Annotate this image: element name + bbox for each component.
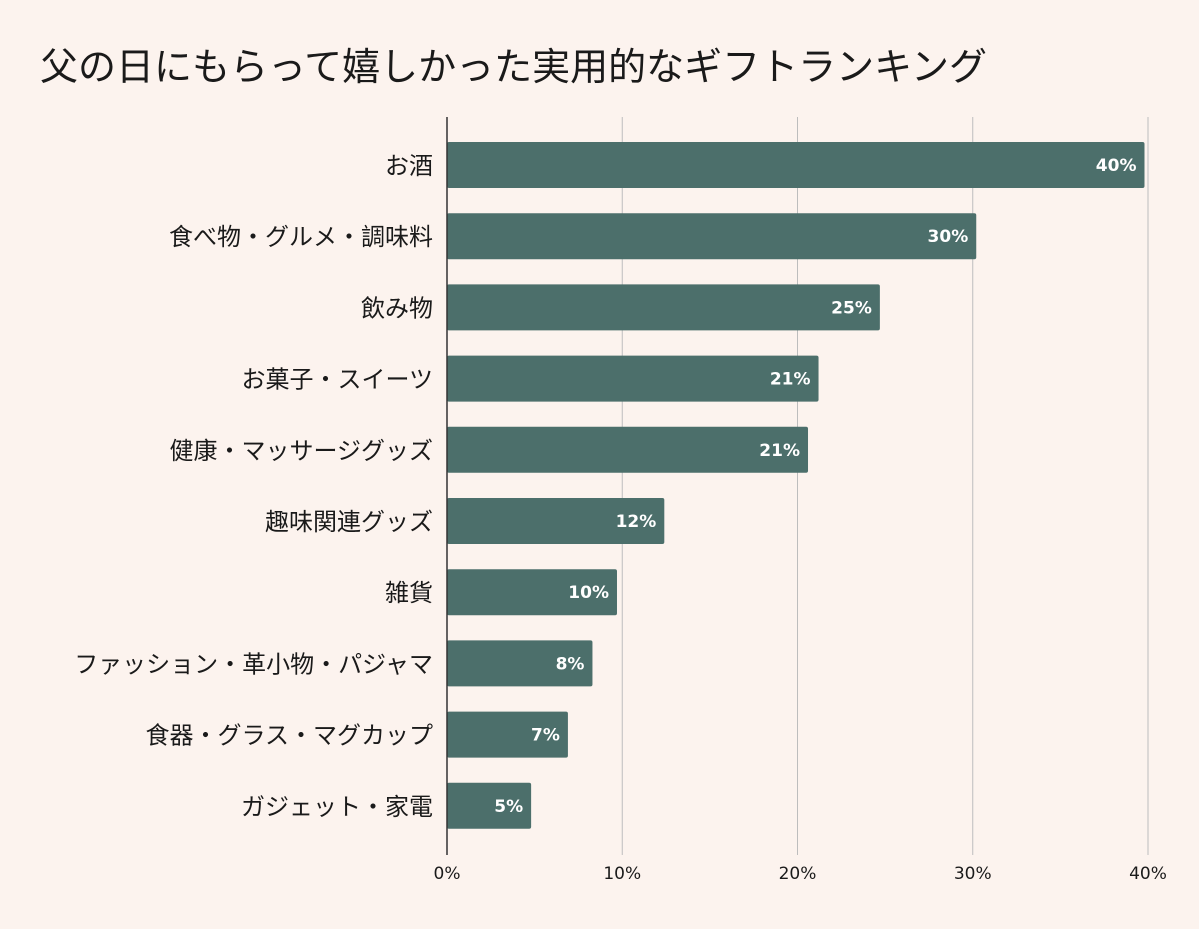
value-label: 21%: [770, 370, 811, 390]
category-label: 雑貨: [385, 579, 433, 607]
bar: [447, 355, 819, 402]
category-label: ガジェット・家電: [241, 793, 433, 821]
value-label: 12%: [616, 512, 657, 532]
x-tick-label: 20%: [779, 864, 817, 884]
x-tick-label: 0%: [434, 864, 461, 884]
bar: [447, 569, 617, 616]
category-label: ファッション・革小物・パジャマ: [74, 650, 433, 678]
bar: [447, 711, 568, 758]
x-tick-label: 40%: [1129, 864, 1167, 884]
chart-title: 父の日にもらって嬉しかった実用的なギフトランキング: [40, 45, 987, 89]
bar: [447, 142, 1145, 188]
category-label: 食べ物・グルメ・調味料: [169, 223, 433, 251]
category-label: 飲み物: [361, 294, 433, 322]
value-label: 5%: [494, 797, 523, 817]
x-tick-label: 30%: [954, 864, 992, 884]
bar: [447, 284, 880, 331]
value-label: 30%: [928, 227, 969, 247]
bar: [447, 640, 593, 687]
value-label: 40%: [1096, 156, 1137, 176]
bar: [447, 426, 809, 473]
category-label: 趣味関連グッズ: [265, 508, 433, 536]
value-label: 8%: [556, 654, 585, 674]
bar: [447, 498, 665, 544]
value-label: 25%: [831, 298, 872, 318]
category-label: 食器・グラス・マグカップ: [145, 722, 433, 750]
bar: [447, 213, 977, 260]
category-label: お酒: [385, 152, 433, 180]
category-label: 健康・マッサージグッズ: [169, 437, 433, 465]
value-label: 21%: [759, 441, 800, 461]
bar: [447, 782, 532, 829]
value-label: 7%: [531, 726, 560, 746]
category-label: お菓子・スイーツ: [241, 366, 433, 394]
x-tick-label: 10%: [603, 864, 641, 884]
value-label: 10%: [568, 583, 609, 603]
